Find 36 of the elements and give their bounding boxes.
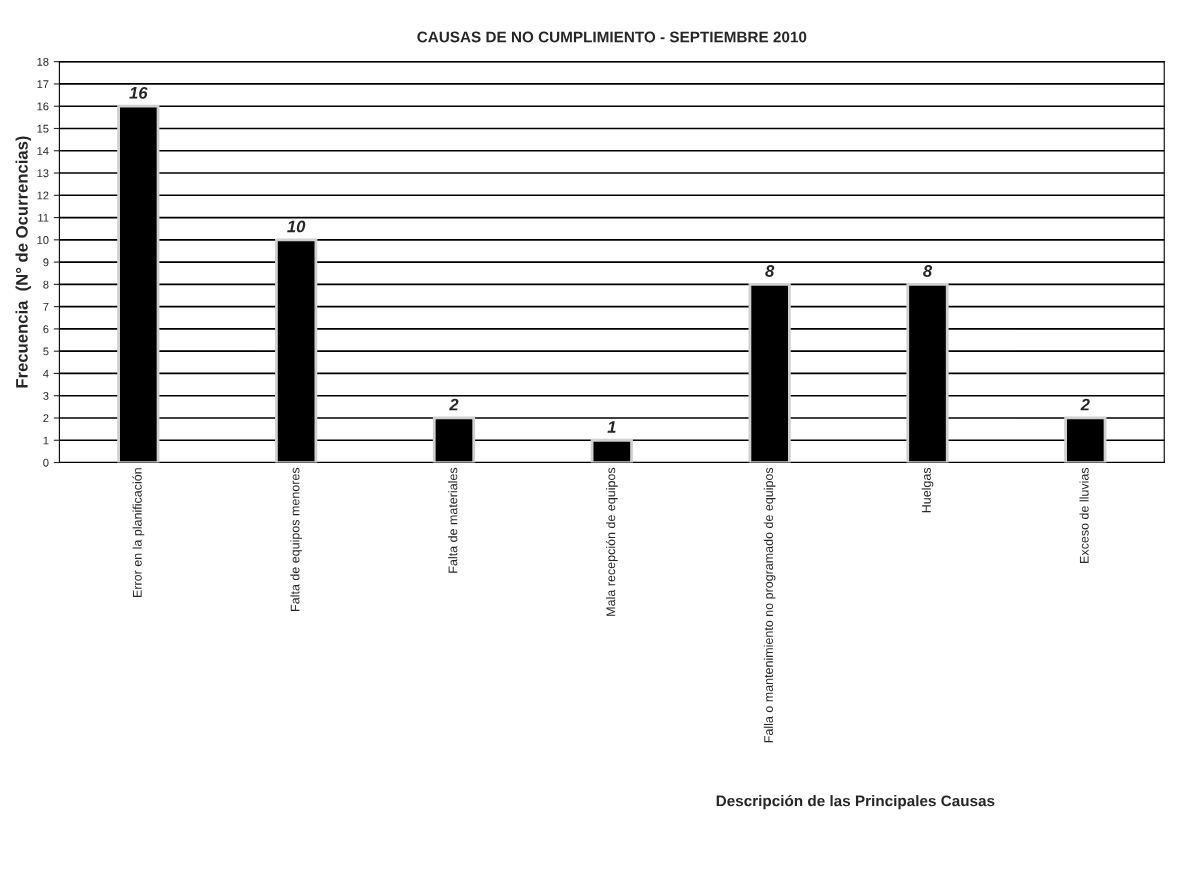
data-label: 8 — [765, 265, 775, 277]
x-tick-label: Exceso de lluvias — [1079, 467, 1089, 563]
data-label: 2 — [1080, 398, 1090, 411]
y-tick-label: 11 — [38, 213, 49, 222]
y-tick-label: 2 — [43, 414, 49, 423]
y-tick-label: 13 — [37, 169, 49, 178]
y-tick-label: 4 — [43, 369, 49, 378]
y-tick-label: 1 — [43, 436, 49, 445]
x-tick-label: Error en la planificación — [132, 468, 145, 597]
x-tick-label: Falta de materiales — [448, 467, 458, 573]
x-tick-label: Falla o mantenimiento no programado de equipos — [763, 467, 776, 743]
y-tick-label: 7 — [43, 303, 49, 311]
y-tick-label: 18 — [37, 57, 49, 66]
x-tick-label: Falta de equipos menores — [290, 467, 302, 611]
y-tick-label: 12 — [37, 191, 49, 200]
data-label: 8 — [923, 265, 933, 277]
x-tick-label: Mala recepción de equipos — [605, 467, 618, 616]
y-axis-title: Frecuencia (N° de Ocurrencias) — [15, 136, 32, 388]
data-label: 16 — [129, 86, 148, 99]
y-tick-label: 3 — [43, 391, 49, 400]
y-tick-label: 10 — [37, 236, 49, 244]
y-tick-label: 8 — [43, 280, 49, 289]
y-tick-label: 0 — [43, 458, 49, 467]
y-tick-label: 5 — [43, 347, 49, 356]
y-tick-label: 16 — [37, 102, 49, 111]
y-tick-label: 15 — [37, 124, 49, 133]
data-label: 2 — [449, 398, 459, 411]
y-tick-label: 9 — [43, 258, 49, 267]
y-tick-label: 6 — [43, 325, 49, 334]
y-tick-label: 14 — [37, 147, 49, 155]
y-tick-label: 17 — [37, 80, 49, 88]
data-label: 1 — [607, 421, 616, 433]
x-axis-title: Descripción de las Principales Causas — [716, 794, 995, 810]
x-tick-label: Huelgas — [921, 467, 934, 513]
data-label: 10 — [287, 220, 306, 233]
chart-title: CAUSAS DE NO CUMPLIMIENTO - SEPTIEMBRE 2010 — [417, 31, 807, 43]
